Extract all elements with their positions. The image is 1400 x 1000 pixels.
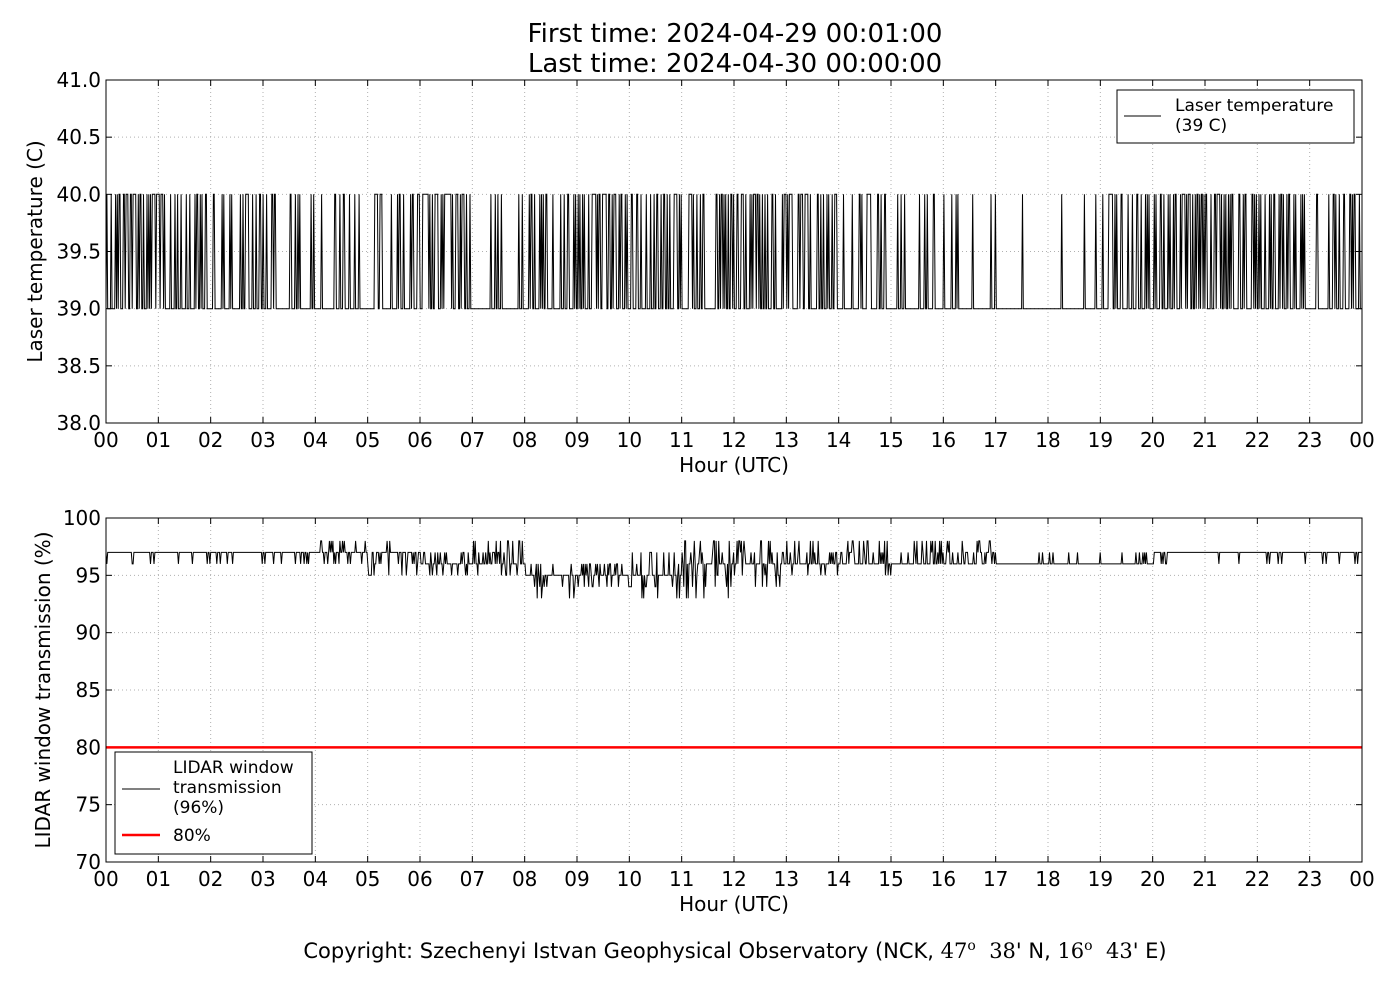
y-axis-label: Laser temperature (C) [23, 140, 47, 362]
x-tick-label: 16 [931, 867, 956, 891]
x-axis-label: Hour (UTC) [679, 892, 789, 916]
y-tick-label: 70 [76, 850, 101, 874]
x-tick-label: 00 [1349, 428, 1374, 452]
y-tick-label: 41.0 [56, 68, 101, 92]
longitude-suffix: ' E) [1132, 939, 1167, 963]
latitude-suffix: ' N, [1015, 939, 1058, 963]
x-axis-label: Hour (UTC) [679, 453, 789, 477]
legend-label-transmission: (96%) [173, 798, 224, 818]
x-tick-label: 06 [407, 867, 432, 891]
plot-frame [105, 79, 1363, 424]
x-tick-label: 08 [512, 428, 537, 452]
longitude-degrees: 16 [1057, 939, 1085, 963]
x-tick-label: 02 [198, 867, 223, 891]
x-tick-label: 13 [774, 428, 799, 452]
x-tick-label: 02 [198, 428, 223, 452]
plot-frame [105, 517, 1363, 863]
y-tick-label: 90 [76, 621, 101, 645]
longitude-minutes: 43 [1105, 939, 1133, 963]
x-tick-label: 18 [1035, 867, 1060, 891]
x-tick-label: 15 [878, 428, 903, 452]
first-time-title: First time: 2024-04-29 00:01:00 [527, 19, 943, 49]
latitude-degree-symbol: o [967, 938, 976, 954]
x-tick-label: 15 [878, 867, 903, 891]
x-tick-label: 11 [669, 428, 694, 452]
x-tick-label: 05 [355, 867, 380, 891]
x-tick-label: 22 [1245, 867, 1270, 891]
y-tick-label: 100 [63, 506, 101, 530]
y-tick-label: 85 [76, 678, 101, 702]
x-tick-label: 20 [1140, 428, 1165, 452]
x-tick-label: 08 [512, 867, 537, 891]
y-tick-label: 75 [76, 793, 101, 817]
x-tick-label: 03 [250, 867, 275, 891]
x-tick-label: 09 [564, 428, 589, 452]
x-tick-label: 03 [250, 428, 275, 452]
copyright-text: Copyright: Szechenyi Istvan Geophysical … [303, 939, 941, 963]
y-axis-label: LIDAR window transmission (%) [31, 532, 55, 849]
x-tick-label: 12 [721, 867, 746, 891]
x-tick-label: 20 [1140, 867, 1165, 891]
y-tick-label: 95 [76, 563, 101, 587]
x-tick-label: 00 [93, 428, 118, 452]
x-tick-label: 19 [1088, 867, 1113, 891]
x-tick-label: 11 [669, 867, 694, 891]
legend-label: Laser temperature [1175, 96, 1333, 116]
latitude-minutes: 38 [989, 939, 1016, 963]
x-tick-label: 23 [1297, 867, 1322, 891]
x-tick-label: 16 [931, 428, 956, 452]
x-tick-label: 17 [983, 867, 1008, 891]
x-tick-label: 13 [774, 867, 799, 891]
x-tick-label: 22 [1245, 428, 1270, 452]
x-tick-label: 00 [1349, 867, 1374, 891]
x-tick-label: 04 [303, 867, 328, 891]
x-tick-label: 14 [826, 428, 851, 452]
legend-label-threshold: 80% [173, 826, 211, 846]
y-tick-label: 39.0 [56, 297, 101, 321]
x-tick-label: 09 [564, 867, 589, 891]
x-tick-label: 12 [721, 428, 746, 452]
x-tick-label: 10 [617, 867, 642, 891]
copyright-footer: Copyright: Szechenyi Istvan Geophysical … [0, 938, 1400, 963]
x-tick-label: 06 [407, 428, 432, 452]
y-tick-label: 80 [76, 735, 101, 759]
x-tick-label: 21 [1192, 428, 1217, 452]
x-tick-label: 17 [983, 428, 1008, 452]
last-time-title: Last time: 2024-04-30 00:00:00 [527, 49, 943, 79]
x-tick-label: 05 [355, 428, 380, 452]
legend-label: (39 C) [1175, 116, 1227, 136]
laser-temperature-line [105, 193, 1362, 310]
x-tick-label: 21 [1192, 867, 1217, 891]
y-tick-label: 38.5 [56, 354, 101, 378]
x-tick-label: 01 [146, 867, 171, 891]
legend-box [114, 751, 313, 855]
x-tick-label: 01 [146, 428, 171, 452]
x-tick-label: 07 [460, 428, 485, 452]
x-tick-label: 23 [1297, 428, 1322, 452]
y-tick-label: 40.5 [56, 125, 101, 149]
x-tick-label: 19 [1088, 428, 1113, 452]
x-tick-label: 00 [93, 867, 118, 891]
longitude-degree-symbol: o [1084, 938, 1093, 954]
y-tick-label: 38.0 [56, 411, 101, 435]
y-tick-label: 39.5 [56, 240, 101, 264]
x-tick-label: 07 [460, 867, 485, 891]
x-tick-label: 10 [617, 428, 642, 452]
legend-label-transmission: LIDAR window [173, 758, 294, 778]
x-tick-label: 14 [826, 867, 851, 891]
latitude-degrees: 47 [940, 939, 968, 963]
lidar-transmission-line [105, 540, 1362, 599]
y-tick-label: 40.0 [56, 182, 101, 206]
x-tick-label: 04 [303, 428, 328, 452]
legend-label-transmission: transmission [173, 778, 282, 798]
x-tick-label: 18 [1035, 428, 1060, 452]
